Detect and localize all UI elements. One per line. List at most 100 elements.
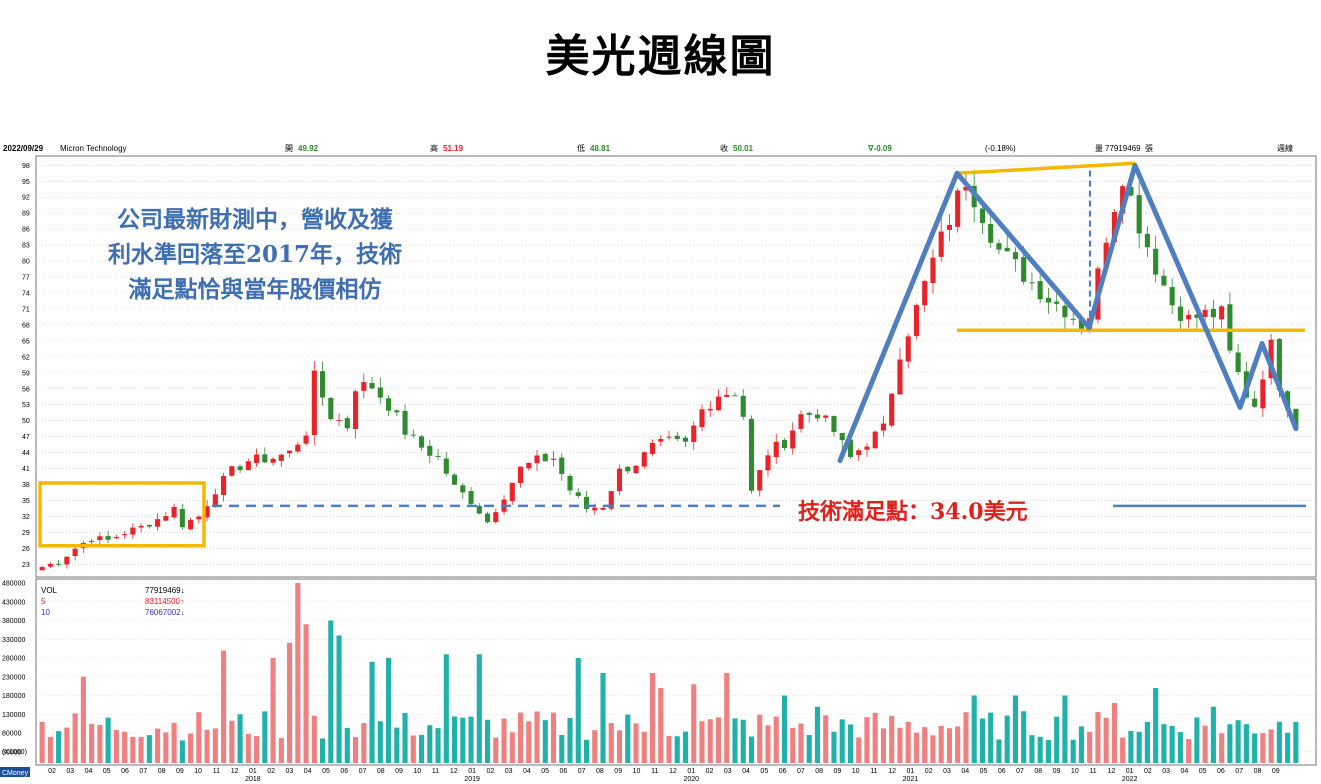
candle-body: [460, 485, 466, 493]
candle-body: [155, 519, 161, 527]
year-tick-label: 2018: [245, 776, 261, 783]
month-tick-label: 12: [888, 768, 896, 775]
volume-bar: [509, 732, 515, 763]
month-tick-label: 06: [121, 768, 129, 775]
candle-body: [212, 494, 218, 507]
month-tick-label: 05: [980, 768, 988, 775]
ma5-value: 83114500↑: [145, 597, 184, 606]
ma5-label: 5: [41, 597, 46, 606]
volume-bar: [221, 650, 227, 763]
candle-body: [856, 450, 862, 456]
month-tick-label: 08: [1034, 768, 1042, 775]
header-close-label: 收: [720, 143, 728, 153]
candle-body: [303, 435, 309, 444]
month-tick-label: 03: [66, 768, 74, 775]
volume-bar: [732, 718, 738, 763]
volume-bar: [798, 723, 804, 763]
candle-body: [509, 482, 515, 502]
month-tick-label: 03: [505, 768, 513, 775]
volume-bar: [930, 735, 936, 763]
volume-bar: [996, 739, 1002, 763]
month-tick-label: 07: [1016, 768, 1024, 775]
candle-body: [443, 458, 449, 474]
month-tick-label: 07: [797, 768, 805, 775]
volume-bar: [311, 715, 317, 763]
price-tick-label: 41: [22, 466, 30, 473]
volume-bar: [889, 715, 895, 763]
volume-bar: [864, 717, 870, 763]
volume-bar: [1120, 737, 1126, 763]
candle-body: [823, 415, 829, 418]
volume-bar: [1070, 739, 1076, 763]
volume-tick-label: 330000: [2, 637, 25, 644]
candle-body: [278, 454, 284, 461]
volume-bar: [559, 734, 565, 763]
month-tick-label: 02: [48, 768, 56, 775]
volume-bar: [122, 731, 128, 763]
candle-body: [575, 492, 581, 497]
volume-bar: [155, 728, 161, 763]
brand-logo: CMoney: [2, 770, 29, 777]
month-tick-label: 01: [249, 768, 257, 775]
month-tick-label: 02: [267, 768, 275, 775]
volume-bar: [344, 727, 350, 763]
volume-bar: [1045, 740, 1051, 763]
candle-body: [608, 491, 614, 509]
candle-body: [1136, 195, 1142, 234]
month-tick-label: 03: [943, 768, 951, 775]
candle-body: [39, 567, 45, 571]
month-tick-label: 03: [1162, 768, 1170, 775]
volume-bar: [1078, 726, 1084, 763]
month-tick-label: 06: [1217, 768, 1225, 775]
volume-bar: [534, 711, 540, 763]
analysis-note-line-1: 公司最新財測中，營收及獲: [117, 206, 393, 233]
header-low-label: 低: [577, 143, 585, 153]
candle-body: [682, 437, 689, 442]
volume-bar: [757, 714, 763, 763]
volume-bar: [1095, 711, 1101, 763]
month-tick-label: 09: [614, 768, 622, 775]
candle-body: [781, 440, 788, 449]
volume-bar: [138, 736, 144, 763]
candle-body: [979, 208, 985, 224]
candle-body: [163, 516, 169, 521]
candle-body: [1021, 257, 1027, 282]
volume-bars: [39, 583, 1299, 763]
volume-bar: [1177, 732, 1183, 763]
candle-body: [369, 382, 375, 389]
vol-label: VOL: [41, 586, 58, 595]
month-tick-label: 09: [1272, 768, 1280, 775]
candle-body: [1202, 309, 1208, 317]
volume-bar: [724, 673, 730, 763]
candle-body: [229, 466, 235, 476]
candle-body: [245, 461, 251, 471]
volume-bar: [1087, 731, 1093, 763]
candle-body: [765, 455, 771, 471]
month-tick-label: 10: [852, 768, 860, 775]
volume-bar: [748, 736, 755, 763]
candle-body: [880, 423, 887, 431]
month-tick-label: 04: [304, 768, 312, 775]
volume-bar: [1285, 732, 1291, 763]
volume-bar: [1169, 725, 1175, 763]
volume-bar: [1260, 733, 1266, 763]
volume-bar: [278, 738, 284, 763]
header-open: 49.92: [298, 144, 319, 153]
volume-bar: [188, 733, 194, 763]
candle-body: [64, 556, 70, 565]
candle-body: [658, 438, 664, 442]
volume-bar: [361, 723, 367, 763]
candle-body: [938, 231, 944, 257]
month-tick-label: 02: [706, 768, 714, 775]
volume-bar: [979, 718, 985, 763]
candle-body: [666, 436, 672, 438]
volume-bar: [872, 712, 878, 763]
volume-bar: [1219, 733, 1225, 763]
analysis-note: 公司最新財測中，營收及獲 利水準回落至2017年，技術 滿足點恰與當年股價相仿: [60, 202, 450, 307]
volume-bar: [616, 730, 623, 763]
volume-bar: [517, 712, 524, 763]
candle-body: [122, 534, 128, 536]
price-tick-label: 29: [22, 530, 30, 537]
candle-body: [171, 506, 177, 518]
month-tick-label: 11: [870, 768, 877, 775]
